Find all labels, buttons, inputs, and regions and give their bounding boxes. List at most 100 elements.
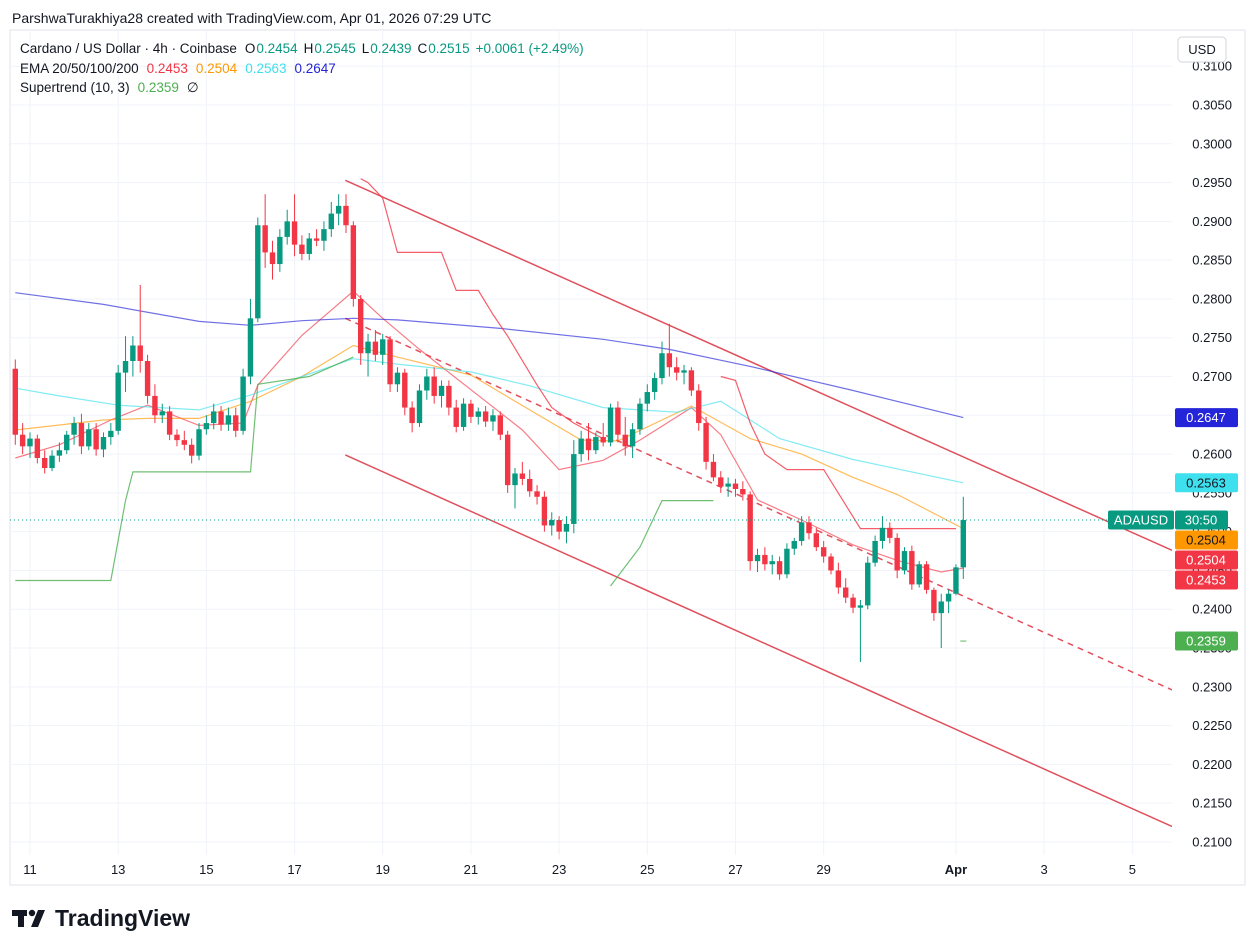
candle-body xyxy=(681,370,687,373)
legend-item: EMA 20/50/100/200 xyxy=(20,61,139,76)
candle-body xyxy=(541,496,548,526)
candle-body xyxy=(335,205,342,214)
candle-body xyxy=(71,423,77,435)
candle-body xyxy=(188,444,195,456)
candle-body xyxy=(607,407,614,443)
candle-body xyxy=(247,318,254,377)
y-tick-label: 0.2250 xyxy=(1192,718,1232,733)
legend-supertrend-row: Supertrend (10, 3) 0.2359 ∅ xyxy=(20,80,199,95)
candle-body xyxy=(887,527,893,538)
candle-body xyxy=(438,385,445,396)
candle-body xyxy=(255,225,261,319)
candle-body xyxy=(56,450,63,456)
candle-body xyxy=(644,392,650,404)
y-tick-label: 0.2750 xyxy=(1192,330,1232,345)
candle-body xyxy=(901,551,908,571)
candle-body xyxy=(460,403,467,427)
candle-body xyxy=(262,225,268,253)
candle-body xyxy=(328,213,334,230)
candle-body xyxy=(130,345,136,362)
candle-body xyxy=(527,478,533,492)
x-tick-label: 11 xyxy=(23,862,37,877)
candle-body xyxy=(629,429,636,447)
candle-body xyxy=(740,489,746,495)
legend-symbol-row: Cardano / US Dollar · 4h · Coinbase O0.24… xyxy=(20,41,584,56)
candle-body xyxy=(409,407,415,424)
y-tick-label: 0.2150 xyxy=(1192,796,1232,811)
candle-body xyxy=(615,407,621,435)
candle-body xyxy=(945,593,952,602)
candle-body xyxy=(269,252,276,265)
y-tick-label: 0.2850 xyxy=(1192,253,1232,268)
candle-body xyxy=(365,341,371,354)
candle-body xyxy=(732,483,739,490)
candle-body xyxy=(497,415,504,435)
supertrend-line xyxy=(15,356,967,642)
currency-label[interactable]: USD xyxy=(1188,42,1215,57)
y-tick-label: 0.2700 xyxy=(1192,369,1232,384)
candle-body xyxy=(512,473,518,486)
x-tick-label: 25 xyxy=(640,862,654,877)
x-tick-label: 19 xyxy=(375,862,389,877)
candle-body xyxy=(380,339,386,355)
header: ParshwaTurakhiya28 created with TradingV… xyxy=(12,10,491,26)
legend-item: 0.2504 xyxy=(196,61,238,76)
logo-mark xyxy=(12,909,45,927)
x-tick-label: Apr xyxy=(945,862,967,877)
candle-body xyxy=(578,438,584,455)
candle-body xyxy=(299,244,305,254)
candle-body xyxy=(350,225,357,299)
logo-text: TradingView xyxy=(55,905,190,931)
candle-body xyxy=(387,339,393,385)
candle-body xyxy=(571,454,577,524)
price-label: 0.2453 xyxy=(1186,573,1226,588)
candle-body xyxy=(402,372,408,408)
price-label: 0.2359 xyxy=(1186,634,1226,649)
candle-body xyxy=(651,378,658,393)
candle-body xyxy=(909,551,915,585)
legend-item: 0.2545 xyxy=(314,41,355,56)
x-tick-label: 15 xyxy=(199,862,213,877)
currency-button[interactable] xyxy=(1177,36,1227,63)
price-label-box xyxy=(1175,631,1238,651)
candle-body xyxy=(12,368,18,435)
price-label: 0.2563 xyxy=(1186,475,1226,490)
candle-body xyxy=(923,564,930,590)
candle-body xyxy=(916,564,922,585)
legend-item: 0.2647 xyxy=(294,61,335,76)
candle-body xyxy=(828,556,834,571)
candle-body xyxy=(233,415,239,431)
candle-body xyxy=(673,367,680,373)
candle-body xyxy=(321,229,327,241)
candle-body xyxy=(291,221,298,245)
candle-body xyxy=(203,423,210,430)
symbol-label-box xyxy=(1108,510,1174,530)
candle-body xyxy=(556,520,562,532)
candle-body xyxy=(394,372,401,385)
candle-body xyxy=(86,429,92,447)
x-tick-label: 29 xyxy=(816,862,830,877)
candle-body xyxy=(549,520,555,526)
x-tick-label: 5 xyxy=(1129,862,1136,877)
price-labels: 0.2647 0.2563 ADAUSD 30:50 0.2504 0.2504 0.245… xyxy=(1108,408,1238,651)
candle-body xyxy=(600,437,606,443)
y-tick-label: 0.2600 xyxy=(1192,447,1232,462)
candle-body xyxy=(879,527,886,541)
legend-item: O xyxy=(245,41,256,56)
ema-line xyxy=(15,344,964,530)
legend-item: C xyxy=(418,41,428,56)
legend-item: Cardano / US Dollar · 4h · Coinbase xyxy=(20,41,237,56)
candle-body xyxy=(482,411,489,422)
candle-body xyxy=(64,434,70,451)
candle-body xyxy=(931,589,937,614)
candle-body xyxy=(938,601,944,614)
candle-body xyxy=(357,298,364,354)
candle-body xyxy=(659,353,665,379)
candle-body xyxy=(277,236,283,265)
legend-item: 0.2563 xyxy=(245,61,286,76)
candle-body xyxy=(306,238,312,254)
candle-body xyxy=(211,411,217,424)
price-label: 0.2504 xyxy=(1186,553,1226,568)
candle-body xyxy=(534,491,540,497)
